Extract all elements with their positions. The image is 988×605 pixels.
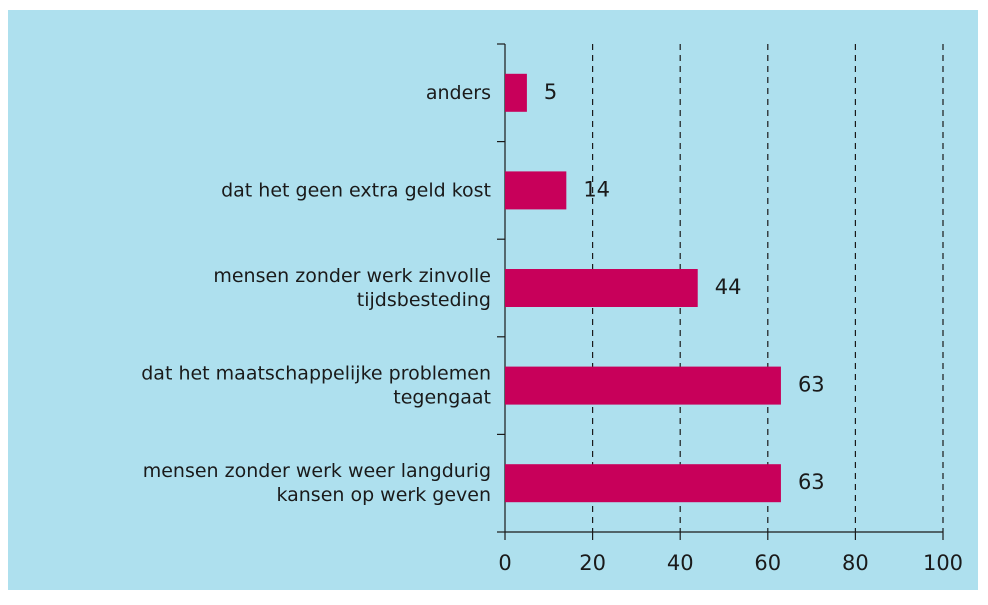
y-tick-label: anders: [426, 81, 491, 103]
x-tick-label: 0: [498, 551, 511, 575]
y-tick-label: dat het maatschappelijke problemen tegeng…: [141, 362, 491, 408]
value-label: 14: [583, 177, 610, 201]
bar: [505, 73, 527, 112]
x-tick-label: 100: [923, 551, 963, 575]
x-tick-label: 40: [667, 551, 694, 575]
bar: [505, 366, 781, 405]
bar: [505, 269, 698, 307]
bar: [505, 171, 567, 210]
bar: [505, 464, 781, 503]
x-tick-label: 60: [754, 551, 781, 575]
y-tick-label: dat het geen extra geld kost: [221, 179, 491, 201]
y-tick-label: mensen zonder werk zinvolle tijdsbestedin…: [213, 265, 491, 311]
x-tick-label: 80: [842, 551, 869, 575]
x-tick-label: 20: [579, 551, 606, 575]
value-label: 5: [544, 80, 557, 104]
y-tick-label: mensen zonder werk weer langdurig kansen …: [143, 460, 491, 506]
value-label: 63: [798, 373, 825, 397]
value-label: 44: [715, 275, 742, 299]
value-label: 63: [798, 470, 825, 494]
chart-background: [8, 10, 978, 590]
